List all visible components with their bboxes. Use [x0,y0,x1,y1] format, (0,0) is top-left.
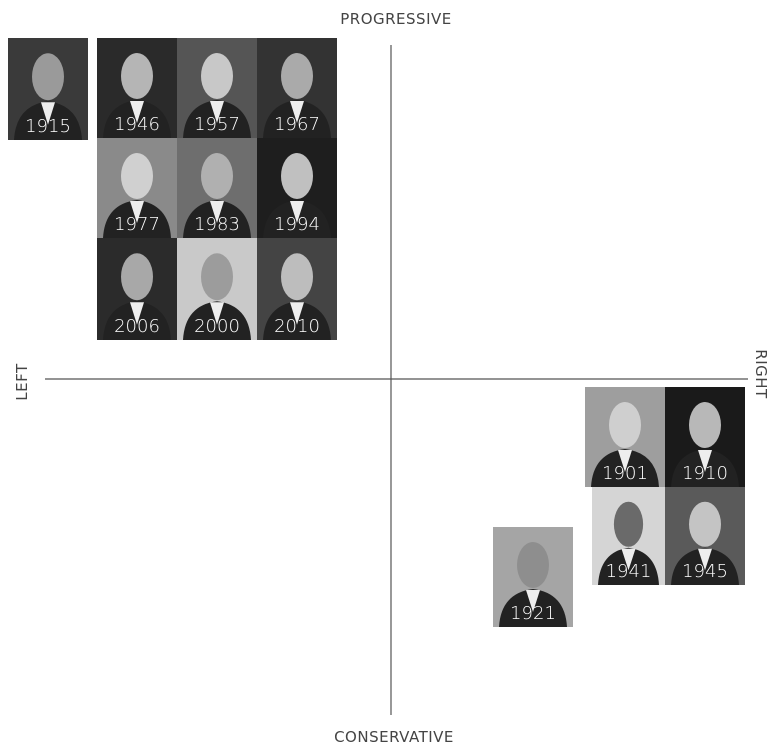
collar [130,101,144,123]
head [121,53,153,99]
portrait-tile: 1921 [493,527,573,627]
collar [698,450,712,472]
axis-label-right: RIGHT [752,349,770,399]
portrait-year: 1977 [114,214,160,235]
head [201,253,233,301]
portrait-year: 1910 [682,463,728,484]
portrait-tile: 2000 [177,238,257,340]
collar [526,590,540,612]
portrait-tile: 1941 [592,487,665,585]
portrait-tile: 1957 [177,38,257,138]
head [517,542,549,588]
portrait-tile: 1967 [257,38,337,138]
portrait-year: 1901 [602,463,648,484]
collar [130,302,144,325]
portrait-year: 1983 [194,214,240,235]
portrait-tile: 1901 [585,387,665,487]
portrait-year: 1994 [274,214,320,235]
portrait-tile: 1945 [665,487,745,585]
portrait-year: 1957 [194,114,240,135]
axis-label-left: LEFT [13,363,31,401]
axis-label-top: PROGRESSIVE [340,10,452,28]
portraits: 1915 1946 1957 1967 1977 1983 1994 2006 2000 2010… [8,38,745,627]
collar [621,548,636,571]
head [32,53,64,101]
head [121,253,153,301]
axis-label-bottom: CONSERVATIVE [334,728,454,746]
collar [210,101,224,123]
portrait-year: 2006 [114,316,160,337]
collar [698,548,712,571]
collar [210,302,224,325]
collar [290,302,304,325]
portrait-year: 2000 [194,316,240,337]
head [689,501,721,547]
portrait-year: 1946 [114,114,160,135]
portrait-tile: 2006 [97,238,177,340]
head [121,153,153,199]
portrait-tile: 1910 [665,387,745,487]
portrait-year: 2010 [274,316,320,337]
portrait-tile: 1983 [177,138,257,238]
collar [210,201,224,223]
portrait-year: 1915 [25,116,71,137]
portrait-year: 1945 [682,561,728,582]
head [281,153,313,199]
portrait-tile: 1915 [8,38,88,140]
collar [130,201,144,223]
head [609,402,641,448]
portrait-year: 1921 [510,603,556,624]
head [201,53,233,99]
portrait-year: 1941 [606,561,652,582]
collar [618,450,632,472]
collar [41,102,55,125]
head [689,402,721,448]
portrait-tile: 1977 [97,138,177,238]
portrait-tile: 2010 [257,238,337,340]
head [613,501,644,547]
collar [290,201,304,223]
portrait-tile: 1946 [97,38,177,138]
head [201,153,233,199]
head [281,253,313,301]
portrait-tile: 1994 [257,138,337,238]
collar [290,101,304,123]
portrait-year: 1967 [274,114,320,135]
head [281,53,313,99]
